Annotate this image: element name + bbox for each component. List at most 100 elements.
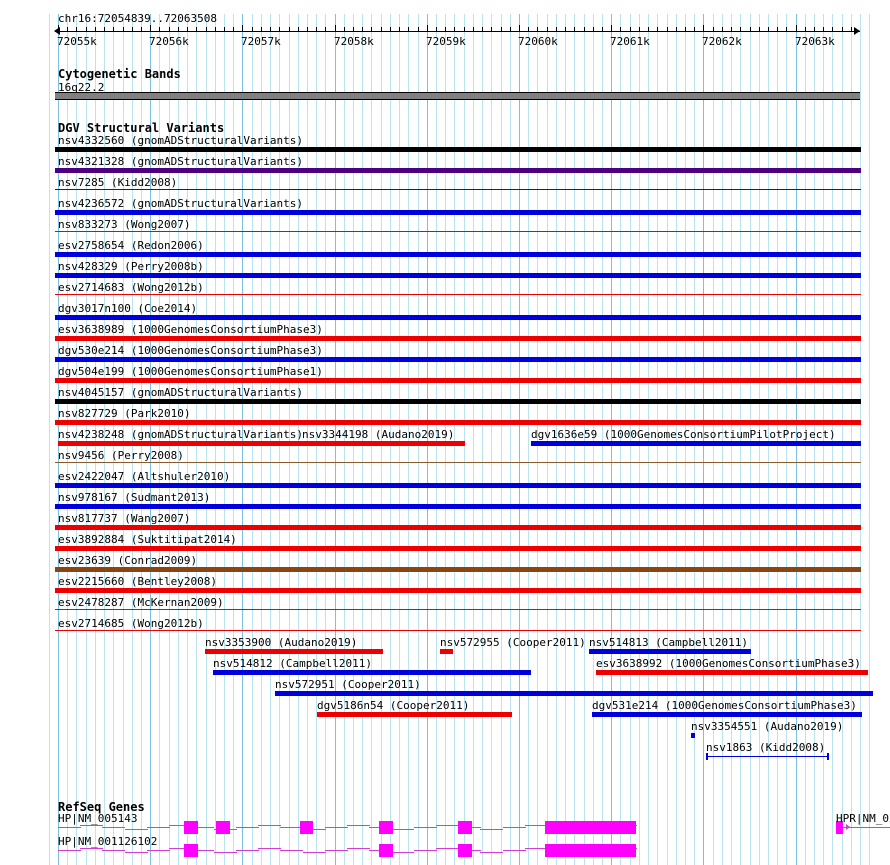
ruler-tick-minor: [620, 27, 621, 32]
gene-exon[interactable]: [545, 844, 636, 857]
gene-intron-segment: [850, 827, 854, 828]
gene-intron-segment: [191, 850, 215, 851]
feature-bar[interactable]: [589, 649, 751, 654]
ruler-tick-minor: [113, 27, 114, 32]
cytoband-label: 16q22.2: [58, 81, 105, 94]
ruler-tick-minor: [436, 27, 437, 32]
ruler-tick-minor: [713, 27, 714, 32]
gene-exon[interactable]: [545, 821, 636, 834]
feature-bar[interactable]: [55, 168, 861, 173]
feature-bar[interactable]: [275, 691, 873, 696]
ruler-tick-minor: [206, 27, 207, 32]
feature-label: nsv3344198 (Audano2019): [302, 428, 455, 441]
arrow-right-icon: [854, 27, 860, 35]
gene-intron-segment: [842, 827, 846, 828]
gridline-minor: [49, 14, 50, 865]
feature-label: nsv572955 (Cooper2011): [440, 636, 586, 649]
feature-label: nsv3354551 (Audano2019): [691, 720, 844, 733]
gene-intron-segment: [844, 827, 848, 828]
gene-intron-segment: [856, 827, 860, 828]
feature-bar[interactable]: [317, 712, 512, 717]
gene-intron-segment: [235, 827, 259, 828]
ruler-tick-minor: [547, 27, 548, 32]
feature-bar[interactable]: [55, 210, 861, 215]
feature-bar[interactable]: [592, 712, 862, 717]
feature-bar[interactable]: [55, 378, 861, 383]
gene-intron-segment: [58, 850, 81, 851]
gene-exon[interactable]: [458, 844, 472, 857]
gene-intron-segment: [867, 827, 871, 828]
gene-exon[interactable]: [379, 844, 393, 857]
ruler-tick-label: 72062k: [702, 35, 742, 48]
gene-intron-segment: [80, 825, 104, 826]
feature-bar[interactable]: [55, 399, 861, 404]
ruler-tick-minor: [454, 27, 455, 32]
feature-bar[interactable]: [531, 441, 861, 446]
ruler-tick-minor: [630, 27, 631, 32]
gene-exon[interactable]: [836, 821, 843, 834]
gene-intron-segment: [413, 827, 437, 828]
gene-intron-segment: [863, 827, 866, 828]
gene-intron-segment: [502, 850, 526, 851]
feature-bar[interactable]: [440, 649, 453, 654]
feature-label: esv3892884 (Suktitipat2014): [58, 533, 237, 546]
gene-intron-segment: [869, 827, 873, 828]
feature-bar[interactable]: [55, 630, 861, 631]
ruler-tick-major: [611, 25, 612, 32]
feature-label: nsv428329 (Perry2008b): [58, 260, 204, 273]
feature-bar[interactable]: [302, 441, 462, 446]
feature-bar[interactable]: [55, 252, 861, 257]
feature-bar[interactable]: [55, 504, 861, 509]
gene-intron-segment: [873, 827, 877, 828]
genomic-ruler[interactable]: chr16:72054839..72063508 72055k 72056k 720…: [0, 12, 890, 50]
feature-bar[interactable]: [596, 670, 868, 675]
gene-exon[interactable]: [458, 821, 472, 834]
feature-bar[interactable]: [55, 231, 861, 232]
feature-label: esv2714683 (Wong2012b): [58, 281, 204, 294]
ruler-tick-major: [58, 25, 59, 32]
feature-span-line: [706, 756, 829, 757]
cytoband-bar[interactable]: [55, 93, 860, 99]
gene-label: HPR|NM_020: [836, 812, 890, 825]
feature-bar[interactable]: [55, 357, 861, 362]
gene-exon[interactable]: [184, 844, 198, 857]
feature-bar[interactable]: [55, 588, 861, 593]
feature-bar[interactable]: [55, 483, 861, 488]
feature-bar[interactable]: [55, 462, 861, 463]
gene-exon[interactable]: [184, 821, 198, 834]
ruler-tick-minor: [823, 27, 824, 32]
ruler-tick-minor: [298, 27, 299, 32]
ruler-tick-minor: [740, 27, 741, 32]
ruler-tick-minor: [814, 27, 815, 32]
feature-bar[interactable]: [55, 189, 861, 190]
gene-exon[interactable]: [379, 821, 393, 834]
feature-bar[interactable]: [691, 733, 695, 738]
feature-bar[interactable]: [205, 649, 383, 654]
ruler-tick-minor: [132, 27, 133, 32]
feature-bar[interactable]: [55, 420, 861, 425]
gene-exon[interactable]: [300, 821, 313, 834]
feature-bar[interactable]: [55, 609, 861, 610]
feature-bar[interactable]: [55, 336, 861, 341]
gene-intron-segment: [391, 852, 415, 853]
feature-label: nsv4236572 (gnomADStructuralVariants): [58, 197, 304, 210]
feature-bar[interactable]: [55, 567, 861, 572]
feature-bar[interactable]: [55, 147, 861, 152]
feature-bar[interactable]: [55, 273, 861, 278]
arrow-left-icon: [54, 27, 60, 35]
gene-intron-segment: [191, 827, 215, 828]
feature-bar[interactable]: [55, 546, 861, 551]
section-title-dgv-structural-variants: DGV Structural Variants: [58, 121, 225, 135]
feature-label: dgv504e199 (1000GenomesConsortiumPhase1): [58, 365, 323, 378]
gene-exon[interactable]: [216, 821, 230, 834]
feature-bar[interactable]: [213, 670, 531, 675]
feature-bar[interactable]: [55, 294, 861, 295]
feature-bar[interactable]: [55, 525, 861, 530]
ruler-tick-minor: [104, 27, 105, 32]
feature-bar[interactable]: [55, 315, 861, 320]
ruler-tick-minor: [224, 27, 225, 32]
gridline-minor: [869, 14, 870, 865]
ruler-tick-minor: [694, 27, 695, 32]
gene-intron-segment: [413, 850, 437, 851]
feature-bar-capped[interactable]: [706, 753, 829, 760]
